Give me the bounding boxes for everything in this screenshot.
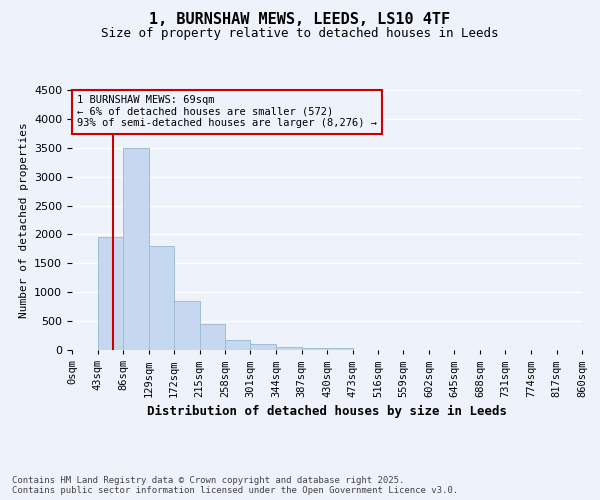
Bar (174, 301, 199, 350)
Text: 1, BURNSHAW MEWS, LEEDS, LS10 4TF: 1, BURNSHAW MEWS, LEEDS, LS10 4TF (149, 12, 451, 28)
Bar (97, 238, 123, 350)
Bar (123, 148, 149, 350)
Bar (149, 246, 174, 350)
Text: 1 BURNSHAW MEWS: 69sqm
← 6% of detached houses are smaller (572)
93% of semi-det: 1 BURNSHAW MEWS: 69sqm ← 6% of detached … (77, 95, 377, 128)
Bar (327, 348, 353, 350)
Bar (276, 346, 302, 350)
Bar (199, 324, 225, 350)
Bar (251, 344, 276, 350)
Y-axis label: Number of detached properties: Number of detached properties (19, 122, 29, 318)
Text: Contains HM Land Registry data © Crown copyright and database right 2025.
Contai: Contains HM Land Registry data © Crown c… (12, 476, 458, 495)
Text: Size of property relative to detached houses in Leeds: Size of property relative to detached ho… (101, 28, 499, 40)
Bar (225, 340, 251, 350)
Bar (302, 348, 327, 350)
X-axis label: Distribution of detached houses by size in Leeds: Distribution of detached houses by size … (147, 405, 507, 418)
